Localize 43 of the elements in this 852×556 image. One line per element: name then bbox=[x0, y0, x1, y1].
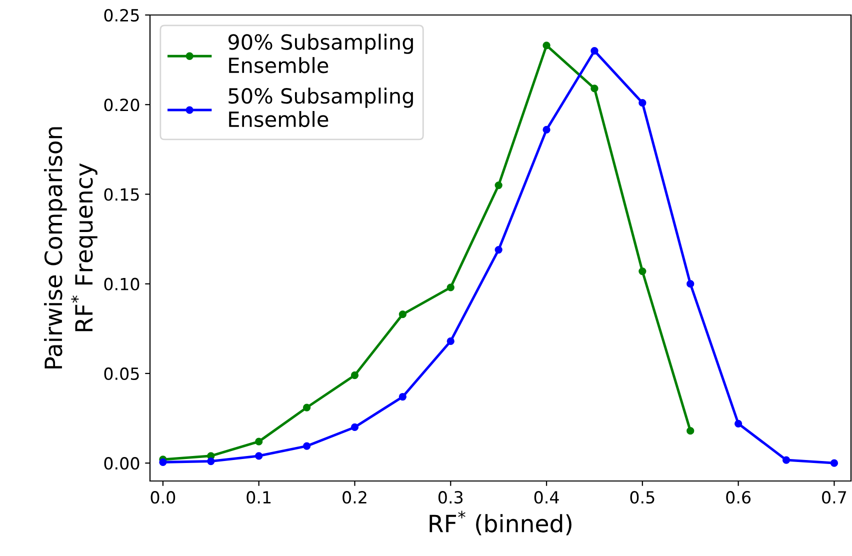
point bbox=[590, 47, 598, 55]
point bbox=[302, 442, 311, 450]
x-tick-label: 0.3 bbox=[438, 491, 463, 504]
point bbox=[207, 457, 215, 466]
point bbox=[398, 310, 407, 318]
point bbox=[686, 280, 694, 288]
point bbox=[686, 426, 694, 435]
x-tick-label: 0.6 bbox=[726, 491, 751, 504]
point bbox=[350, 423, 359, 432]
legend-label: 90% Subsampling Ensemble bbox=[228, 34, 413, 74]
y-tick-label: 0.15 bbox=[104, 188, 139, 201]
point bbox=[159, 458, 167, 466]
point bbox=[542, 42, 550, 50]
x-tick-label: 0.5 bbox=[630, 491, 654, 504]
point bbox=[494, 181, 502, 190]
x-tick-label: 0.4 bbox=[534, 491, 559, 504]
point bbox=[638, 267, 646, 276]
y-tick-label: 0.05 bbox=[104, 367, 139, 380]
y-tick-label: 0.20 bbox=[104, 98, 140, 112]
point bbox=[590, 84, 598, 92]
point bbox=[255, 452, 263, 460]
point bbox=[302, 404, 311, 412]
point bbox=[350, 371, 359, 380]
point bbox=[494, 246, 502, 254]
point bbox=[446, 284, 454, 292]
x-tick-label: 0.1 bbox=[246, 491, 271, 504]
point bbox=[638, 99, 646, 107]
legend-label: 50% Subsampling Ensemble bbox=[228, 88, 413, 128]
point bbox=[782, 456, 790, 464]
y-tick-label: 0.00 bbox=[104, 457, 140, 470]
point bbox=[446, 337, 454, 346]
point bbox=[398, 392, 407, 401]
point bbox=[734, 420, 742, 428]
x-axis-title: RF$^{*}$ (binned) bbox=[430, 510, 572, 536]
x-tick-label: 0.2 bbox=[342, 491, 366, 504]
point bbox=[830, 459, 838, 467]
point bbox=[542, 126, 550, 134]
point bbox=[255, 438, 263, 446]
y-axis-title: Pairwise Comparison RF$^{*}$ Frequency bbox=[44, 127, 98, 368]
x-tick-label: 0.0 bbox=[150, 491, 176, 504]
x-tick-label: 0.7 bbox=[822, 491, 846, 504]
y-tick-label: 0.10 bbox=[104, 278, 140, 290]
y-tick-label: 0.25 bbox=[104, 8, 139, 22]
